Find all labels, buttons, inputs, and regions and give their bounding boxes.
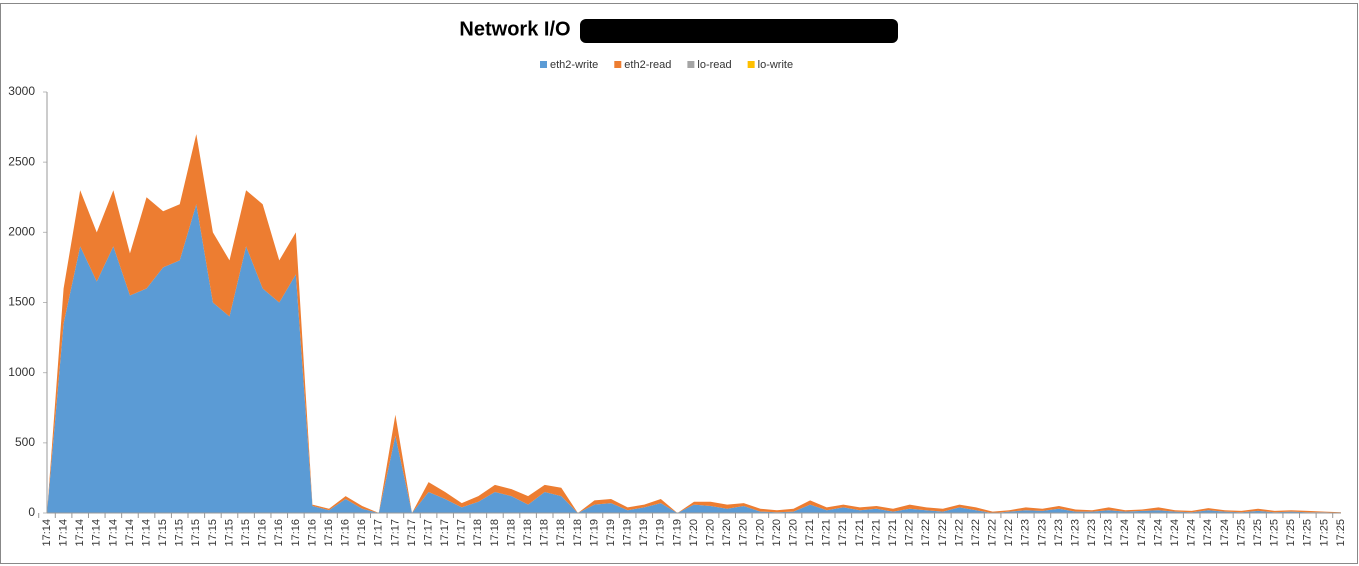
x-tick-label: 17:15 [190, 519, 202, 547]
x-tick-label: 17:24 [1202, 519, 1214, 547]
x-tick-label: 17:25 [1269, 519, 1281, 547]
x-tick-label: 17:20 [721, 519, 733, 547]
y-tick-label: 1000 [8, 365, 35, 379]
x-tick-label: 17:21 [887, 519, 899, 547]
y-tick-label: 2000 [8, 225, 35, 239]
x-tick-label: 17:25 [1285, 519, 1297, 547]
x-tick-label: 17:24 [1169, 519, 1181, 547]
x-tick-label: 17:14 [91, 519, 103, 547]
x-tick-label: 17:14 [57, 519, 69, 547]
x-tick-label: 17:21 [804, 519, 816, 547]
y-tick-label: 0 [28, 505, 35, 519]
y-tick-label: 1500 [8, 295, 35, 309]
x-tick-label: 17:22 [970, 519, 982, 547]
x-tick-label: 17:16 [356, 519, 368, 547]
x-tick-label: 17:21 [821, 519, 833, 547]
x-tick-label: 17:16 [323, 519, 335, 547]
x-tick-label: 17:14 [74, 519, 86, 547]
x-tick-label: 17:17 [422, 519, 434, 547]
x-tick-label: 17:22 [987, 519, 999, 547]
x-tick-label: 17:22 [1003, 519, 1015, 547]
x-tick-label: 17:22 [953, 519, 965, 547]
legend-swatch [687, 61, 695, 68]
x-tick-label: 17:15 [207, 519, 219, 547]
x-tick-label: 17:22 [904, 519, 916, 547]
x-tick-label: 17:17 [373, 519, 385, 547]
x-tick-label: 17:18 [555, 519, 567, 547]
x-tick-label: 17:24 [1186, 519, 1198, 547]
legend-swatch [540, 61, 547, 68]
x-tick-label: 17:18 [505, 519, 517, 547]
x-tick-label: 17:15 [157, 519, 169, 547]
x-tick-label: 17:18 [489, 519, 501, 547]
x-tick-label: 17:16 [306, 519, 318, 547]
x-tick-label: 17:23 [1053, 519, 1065, 547]
area [47, 204, 1341, 513]
redaction [580, 19, 898, 43]
x-tick-label: 17:25 [1302, 519, 1314, 547]
x-tick-label: 17:15 [240, 519, 252, 547]
x-tick-label: 17:23 [1036, 519, 1048, 547]
x-tick-label: 17:18 [472, 519, 484, 547]
x-tick-label: 17:23 [1103, 519, 1115, 547]
chart-title: Network I/O [459, 18, 570, 40]
x-tick-label: 17:17 [406, 519, 418, 547]
x-tick-label: 17:21 [837, 519, 849, 547]
legend-label: lo-read [697, 59, 731, 71]
x-tick-label: 17:20 [787, 519, 799, 547]
legend-label: eth2-write [550, 59, 598, 71]
x-tick-label: 17:17 [439, 519, 451, 547]
legend-swatch [614, 61, 622, 68]
x-tick-label: 17:24 [1136, 519, 1148, 547]
x-tick-label: 17:19 [671, 519, 683, 547]
x-tick-label: 17:14 [140, 519, 152, 547]
x-tick-label: 17:20 [704, 519, 716, 547]
y-tick-label: 2500 [8, 154, 35, 168]
x-tick-label: 17:17 [389, 519, 401, 547]
x-tick-label: 17:19 [588, 519, 600, 547]
x-tick-label: 17:17 [456, 519, 468, 547]
x-tick-label: 17:20 [754, 519, 766, 547]
x-tick-label: 17:23 [1086, 519, 1098, 547]
x-tick-label: 17:18 [522, 519, 534, 547]
x-tick-label: 17:25 [1335, 519, 1347, 547]
x-tick-label: 17:14 [41, 519, 53, 547]
y-tick-label: 500 [15, 435, 35, 449]
x-tick-label: 17:16 [340, 519, 352, 547]
x-tick-label: 17:23 [1020, 519, 1032, 547]
x-tick-label: 17:19 [605, 519, 617, 547]
x-tick-label: 17:25 [1235, 519, 1247, 547]
x-tick-label: 17:21 [870, 519, 882, 547]
x-tick-label: 17:20 [688, 519, 700, 547]
x-tick-label: 17:22 [937, 519, 949, 547]
x-tick-label: 17:20 [771, 519, 783, 547]
x-tick-label: 17:14 [107, 519, 119, 547]
x-tick-label: 17:16 [257, 519, 269, 547]
x-tick-label: 17:25 [1252, 519, 1264, 547]
legend: eth2-write eth2-read lo-read lo-write [540, 59, 793, 71]
x-tick-label: 17:18 [572, 519, 584, 547]
x-tick-label: 17:20 [738, 519, 750, 547]
x-tick-label: 17:19 [622, 519, 634, 547]
x-tick-label: 17:16 [273, 519, 285, 547]
x-tick-label: 17:21 [854, 519, 866, 547]
x-tick-label: 17:24 [1152, 519, 1164, 547]
x-tick-label: 17:25 [1318, 519, 1330, 547]
x-tick-label: 17:16 [290, 519, 302, 547]
legend-swatch [747, 61, 755, 68]
x-tick-label: 17:14 [124, 519, 136, 547]
x-tick-label: 17:22 [920, 519, 932, 547]
x-tick-label: 17:24 [1219, 519, 1231, 547]
x-tick-label: 17:23 [1069, 519, 1081, 547]
x-tick-label: 17:15 [174, 519, 186, 547]
x-tick-label: 17:19 [638, 519, 650, 547]
x-tick-label: 17:18 [539, 519, 551, 547]
x-tick-label: 17:24 [1119, 519, 1131, 547]
y-tick-label: 3000 [8, 84, 35, 98]
legend-label: lo-write [758, 59, 793, 71]
legend-label: eth2-read [624, 59, 671, 71]
x-tick-label: 17:15 [223, 519, 235, 547]
x-tick-label: 17:19 [655, 519, 667, 547]
